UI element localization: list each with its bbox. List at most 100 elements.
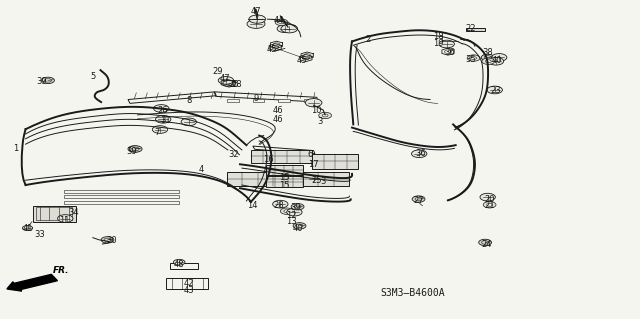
Text: FR.: FR.: [52, 266, 69, 275]
Text: 25: 25: [228, 80, 239, 89]
Text: 25: 25: [312, 176, 322, 185]
Text: 29: 29: [212, 67, 223, 76]
Text: 33: 33: [35, 230, 45, 239]
Text: 15: 15: [280, 173, 290, 182]
Polygon shape: [251, 150, 312, 163]
Text: 46: 46: [273, 115, 284, 124]
Circle shape: [487, 204, 493, 206]
Text: 32: 32: [228, 150, 239, 159]
Text: 2: 2: [365, 35, 371, 44]
Text: S3M3–B4600A: S3M3–B4600A: [381, 288, 445, 298]
Circle shape: [22, 226, 33, 231]
Circle shape: [173, 259, 185, 265]
Text: 19: 19: [433, 39, 444, 48]
Text: 46: 46: [273, 106, 284, 115]
Circle shape: [314, 176, 326, 182]
Text: 14: 14: [248, 201, 258, 210]
Text: 30: 30: [107, 236, 117, 245]
Text: 43: 43: [184, 286, 194, 295]
Text: 6: 6: [308, 150, 313, 159]
Polygon shape: [266, 176, 303, 187]
Text: 10: 10: [312, 106, 322, 115]
Polygon shape: [466, 28, 485, 31]
Circle shape: [412, 150, 427, 158]
Circle shape: [317, 178, 323, 181]
Text: 5: 5: [90, 72, 95, 81]
Circle shape: [58, 215, 73, 222]
Circle shape: [218, 77, 234, 84]
Text: 17: 17: [308, 160, 319, 169]
Text: 7: 7: [154, 128, 159, 137]
Circle shape: [480, 193, 495, 201]
Circle shape: [128, 146, 141, 152]
Circle shape: [156, 115, 171, 123]
Circle shape: [323, 114, 328, 117]
Circle shape: [287, 208, 302, 216]
Text: 41: 41: [22, 224, 33, 233]
Circle shape: [275, 19, 288, 26]
Text: 11: 11: [59, 216, 69, 225]
Text: 47: 47: [220, 74, 230, 83]
Circle shape: [129, 146, 142, 152]
Text: 47: 47: [251, 7, 261, 16]
Polygon shape: [312, 154, 358, 169]
Text: 16: 16: [264, 155, 274, 164]
Circle shape: [467, 55, 480, 61]
Polygon shape: [253, 99, 264, 102]
Circle shape: [471, 57, 476, 59]
Text: 20: 20: [484, 195, 495, 204]
Circle shape: [247, 19, 265, 28]
Text: 3: 3: [321, 177, 326, 186]
Circle shape: [483, 202, 496, 208]
Text: 22: 22: [465, 24, 476, 33]
Circle shape: [101, 237, 114, 243]
Text: 1: 1: [13, 144, 19, 153]
Text: 36: 36: [415, 149, 426, 158]
Text: 18: 18: [433, 32, 444, 41]
Text: 34: 34: [68, 208, 79, 217]
Circle shape: [42, 77, 54, 84]
Text: 48: 48: [174, 260, 184, 269]
Circle shape: [154, 105, 169, 112]
Polygon shape: [227, 99, 239, 102]
Polygon shape: [227, 172, 349, 186]
Text: 28: 28: [232, 80, 242, 89]
Polygon shape: [266, 165, 303, 175]
Text: 3: 3: [317, 117, 323, 126]
Text: 39: 39: [126, 147, 136, 156]
Text: 24: 24: [481, 240, 492, 249]
Text: 40: 40: [292, 224, 303, 233]
Circle shape: [319, 112, 332, 119]
Circle shape: [273, 200, 288, 208]
Text: 35: 35: [465, 56, 476, 64]
Polygon shape: [278, 99, 290, 102]
Circle shape: [284, 210, 290, 213]
Text: 39: 39: [36, 77, 47, 86]
Circle shape: [479, 239, 492, 246]
Text: 45: 45: [297, 56, 307, 65]
Text: 9: 9: [253, 94, 259, 103]
Text: 40: 40: [492, 56, 502, 65]
Circle shape: [279, 21, 285, 24]
Text: 4: 4: [199, 165, 204, 174]
Text: 23: 23: [491, 86, 501, 95]
Circle shape: [305, 99, 322, 107]
Circle shape: [486, 60, 492, 63]
Circle shape: [152, 126, 168, 133]
Polygon shape: [33, 206, 76, 222]
Text: 44: 44: [273, 16, 284, 25]
Circle shape: [481, 54, 494, 61]
Circle shape: [293, 223, 306, 229]
Circle shape: [277, 25, 292, 33]
Circle shape: [487, 86, 502, 94]
Polygon shape: [304, 99, 316, 102]
Text: 26: 26: [158, 106, 168, 115]
Text: 21: 21: [484, 201, 495, 210]
Circle shape: [439, 40, 454, 48]
Text: 12: 12: [286, 211, 296, 220]
Text: 28: 28: [273, 201, 284, 210]
Circle shape: [181, 118, 196, 126]
Circle shape: [482, 58, 495, 64]
Circle shape: [488, 57, 504, 65]
FancyArrow shape: [7, 274, 58, 291]
